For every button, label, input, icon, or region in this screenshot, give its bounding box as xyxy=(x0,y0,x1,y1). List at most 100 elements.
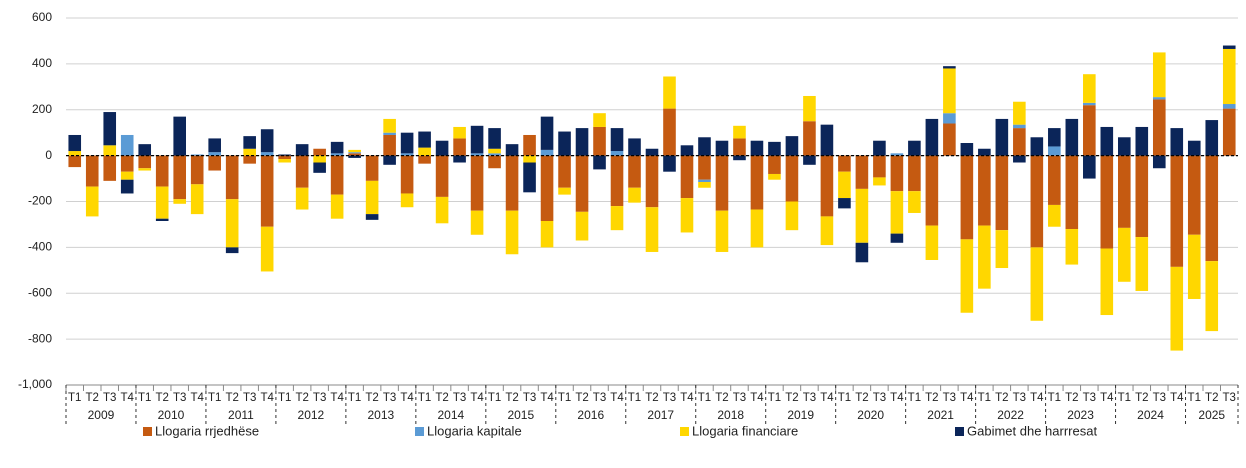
x-tick-label: T2 xyxy=(785,392,798,404)
bar-segment xyxy=(383,155,396,165)
x-tick-label: T3 xyxy=(173,392,186,404)
bar-segment xyxy=(593,113,606,127)
x-tick-label: T4 xyxy=(470,392,484,404)
bar-segment xyxy=(295,155,309,188)
x-tick-label: T1 xyxy=(838,392,851,404)
x-tick-label: T2 xyxy=(1205,392,1218,404)
x-tick-label: T4 xyxy=(190,392,204,404)
bar-segment xyxy=(873,177,886,186)
bar-segment xyxy=(1205,155,1219,262)
bar-segment xyxy=(890,233,904,243)
bar-segment xyxy=(1187,140,1201,156)
bar-segment xyxy=(173,116,186,156)
bar-segment xyxy=(1222,108,1236,156)
bar-segment xyxy=(540,149,554,156)
bar-segment xyxy=(330,194,344,219)
bar-segment xyxy=(803,155,816,165)
x-tick-label: T2 xyxy=(225,392,238,404)
bar-segment xyxy=(348,152,361,154)
x-tick-label: T2 xyxy=(86,392,99,404)
bar-segment xyxy=(750,209,764,248)
bar-segment xyxy=(68,151,82,156)
bar-segment xyxy=(138,168,152,171)
bar-segment xyxy=(680,155,694,199)
bar-segment xyxy=(470,125,484,154)
x-tick-label: T4 xyxy=(960,392,974,404)
bar-segment xyxy=(120,134,134,156)
bar-segment xyxy=(330,141,344,154)
bar-segment xyxy=(418,155,431,164)
bar-segment xyxy=(383,134,396,156)
bar-segment xyxy=(960,143,974,156)
bar-segment xyxy=(575,128,589,156)
bar-segment xyxy=(68,134,82,152)
bar-segment xyxy=(400,153,414,156)
bar-segment xyxy=(908,140,921,156)
bar-segment xyxy=(733,125,746,139)
year-label: 2011 xyxy=(228,408,254,422)
bar-segment xyxy=(698,137,711,156)
bar-segment xyxy=(750,140,764,156)
bar-segment xyxy=(1135,237,1149,291)
x-tick-label: T4 xyxy=(890,392,904,404)
bar-segment xyxy=(155,218,169,221)
legend-swatch xyxy=(955,427,964,436)
bar-segment xyxy=(103,145,117,156)
x-tick-label: T4 xyxy=(121,392,135,404)
bar-segment xyxy=(260,226,274,272)
x-tick-label: T4 xyxy=(610,392,624,404)
year-label: 2020 xyxy=(857,408,884,422)
x-tick-label: T2 xyxy=(575,392,588,404)
bar-segment xyxy=(890,155,904,192)
year-label: 2019 xyxy=(787,408,814,422)
bar-segment xyxy=(715,155,729,211)
bar-segment xyxy=(1170,155,1184,267)
bar-segment xyxy=(208,138,221,153)
bar-segment xyxy=(260,152,274,156)
bar-segment xyxy=(470,155,484,211)
x-tick-label: T4 xyxy=(1030,392,1044,404)
bar-segment xyxy=(313,162,326,173)
bar-segment xyxy=(575,211,589,241)
x-tick-label: T3 xyxy=(523,392,536,404)
bar-segment xyxy=(1118,227,1131,282)
bar-segment xyxy=(785,136,799,156)
x-tick-label: T3 xyxy=(453,392,466,404)
bar-segment xyxy=(1135,155,1149,238)
year-label: 2021 xyxy=(927,408,954,422)
bar-segment xyxy=(1083,105,1096,156)
year-label: 2017 xyxy=(647,408,674,422)
year-label: 2015 xyxy=(507,408,534,422)
bar-segment xyxy=(348,149,361,153)
bar-segment xyxy=(663,155,676,172)
bar-segment xyxy=(1152,99,1166,156)
x-tick-label: T3 xyxy=(943,392,956,404)
bar-segment xyxy=(1065,118,1079,156)
bar-segment xyxy=(1118,137,1131,156)
x-tick-label: T4 xyxy=(1170,392,1184,404)
bar-segment xyxy=(1205,120,1219,156)
bar-segment xyxy=(628,155,641,188)
bar-segment xyxy=(1013,128,1026,156)
bar-segment xyxy=(1135,126,1149,156)
x-tick-label: T1 xyxy=(558,392,571,404)
bar-segment xyxy=(365,214,379,220)
bar-segment xyxy=(418,131,431,148)
y-tick-label: -400 xyxy=(28,240,52,254)
bar-segment xyxy=(610,206,624,231)
bar-segment xyxy=(1170,266,1184,351)
x-tick-label: T1 xyxy=(768,392,781,404)
bar-segment xyxy=(313,155,326,163)
x-tick-label: T3 xyxy=(313,392,326,404)
bar-segment xyxy=(908,191,921,213)
x-tick-label: T3 xyxy=(243,392,256,404)
x-tick-label: T3 xyxy=(1223,392,1236,404)
bar-segment xyxy=(85,186,99,217)
bar-segment xyxy=(120,171,134,180)
bar-segment xyxy=(558,187,571,195)
bar-segment xyxy=(960,239,974,313)
bar-segment xyxy=(1152,52,1166,98)
bar-segment xyxy=(1030,155,1044,248)
x-tick-label: T2 xyxy=(295,392,308,404)
year-label: 2013 xyxy=(368,408,395,422)
